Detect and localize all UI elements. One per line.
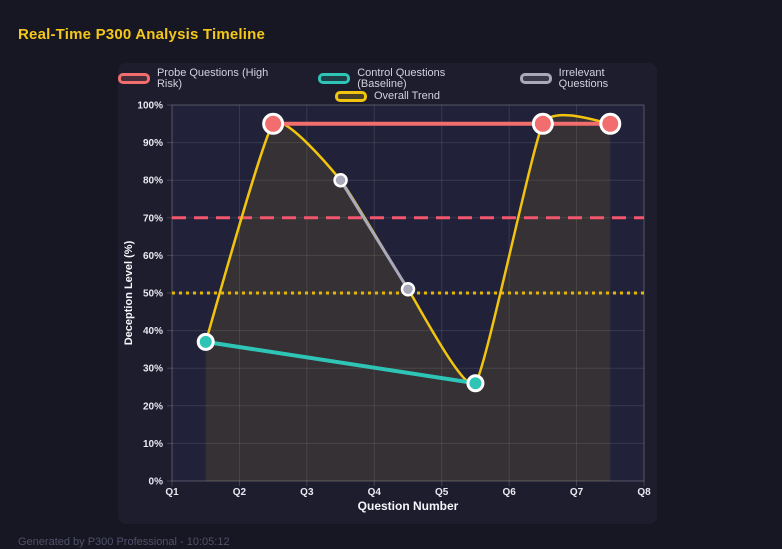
y-tick-label: 40% (143, 326, 163, 337)
legend-label: Control Questions (Baseline) (357, 66, 446, 90)
legend-swatch-icon (334, 91, 367, 102)
data-point-irrelevant-questions-0[interactable] (333, 172, 348, 188)
data-point-probe-questions-high-risk-0[interactable] (262, 112, 285, 135)
x-tick-label: Q3 (300, 487, 314, 498)
y-axis-title: Deception Level (%) (123, 240, 135, 345)
legend-item-control-questions-baseline[interactable]: Control Questions (Baseline) (318, 66, 497, 90)
y-tick-label: 60% (143, 251, 163, 262)
chart-legend: Probe Questions (High Risk) Control Quest… (118, 67, 657, 104)
x-tick-label: Q8 (637, 487, 651, 498)
series-area-overall-trend (205, 115, 611, 481)
legend-swatch-icon (318, 73, 351, 84)
x-tick-label: Q6 (502, 487, 516, 498)
x-tick-label: Q4 (368, 487, 382, 498)
data-point-probe-questions-high-risk-2[interactable] (599, 112, 622, 135)
y-tick-label: 20% (143, 401, 163, 412)
y-tick-label: 0% (149, 477, 164, 488)
legend-row: Probe Questions (High Risk) Control Quest… (118, 67, 657, 89)
x-tick-label: Q5 (435, 487, 449, 498)
y-tick-label: 70% (143, 213, 163, 224)
data-point-probe-questions-high-risk-1[interactable] (531, 112, 554, 135)
data-point-control-questions-baseline-0[interactable] (196, 332, 215, 351)
data-point-irrelevant-questions-1[interactable] (400, 281, 416, 297)
legend-label: Irrelevant Questions (558, 66, 609, 90)
chart-card: Probe Questions (High Risk) Control Quest… (118, 63, 657, 524)
legend-swatch-icon (118, 73, 150, 84)
y-tick-label: 100% (137, 101, 163, 112)
footer-text: Generated by P300 Professional - 10:05:1… (18, 536, 230, 548)
x-tick-label: Q2 (233, 487, 247, 498)
x-axis-title: Question Number (358, 499, 459, 513)
legend-swatch-icon (519, 73, 552, 84)
series-line-control-questions-baseline (203, 339, 478, 386)
series-line-irrelevant-questions (339, 178, 410, 291)
y-tick-label: 50% (143, 289, 163, 300)
legend-item-irrelevant-questions[interactable]: Irrelevant Questions (519, 66, 657, 90)
legend-item-overall-trend[interactable]: Overall Trend (334, 90, 441, 102)
page-title: Real-Time P300 Analysis Timeline (18, 26, 266, 43)
y-tick-label: 30% (143, 364, 163, 375)
x-tick-label: Q7 (570, 487, 584, 498)
legend-label: Overall Trend (373, 90, 441, 102)
legend-label: Probe Questions (High Risk) (156, 66, 269, 90)
x-tick-label: Q1 (165, 487, 179, 498)
legend-item-probe-questions-high-risk[interactable]: Probe Questions (High Risk) (118, 66, 296, 90)
data-point-control-questions-baseline-1[interactable] (466, 374, 485, 393)
y-tick-label: 10% (143, 439, 163, 450)
y-tick-label: 80% (143, 176, 163, 187)
y-tick-label: 90% (143, 138, 163, 149)
legend-row: Overall Trend (118, 89, 657, 104)
chart-canvas: 0% 10% 20% 30% 40% 50% 60% 70% 80% 90% 100% Q1 Q2 Q3 Q… (123, 101, 651, 514)
